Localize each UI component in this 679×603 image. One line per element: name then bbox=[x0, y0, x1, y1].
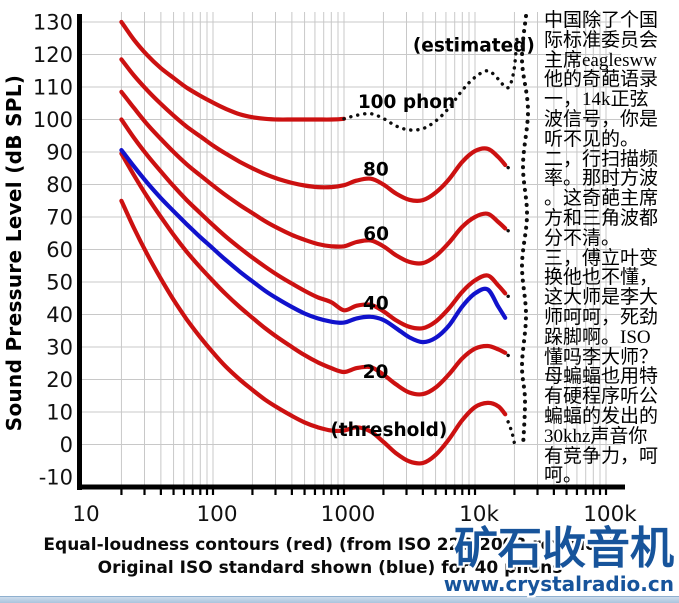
y-tick-label: 40 bbox=[46, 303, 73, 327]
curve-80-phon bbox=[119, 57, 508, 203]
x-axis-tick bbox=[565, 489, 568, 495]
bottom-window-edge bbox=[0, 596, 679, 603]
side-annotation-text: 中国除了个国 际标准委员会 主席eaglesww 他的奇葩语录 一，14k正弦 … bbox=[544, 10, 659, 487]
curve-threshold bbox=[119, 198, 508, 466]
x-axis-tick bbox=[461, 489, 464, 495]
y-tick-label: -10 bbox=[39, 466, 73, 490]
x-axis-tick bbox=[584, 489, 587, 495]
curve-60-phon-hf-dots bbox=[506, 229, 515, 234]
x-axis-tick bbox=[434, 489, 437, 495]
x-axis-tick bbox=[303, 489, 306, 495]
x-axis-tick bbox=[575, 489, 579, 495]
watermark-brand: 矿石收音机 bbox=[454, 523, 674, 574]
y-axis-line bbox=[77, 14, 82, 490]
curve-100-phon-estimated-dotted bbox=[342, 33, 519, 132]
x-axis-tick bbox=[322, 489, 325, 495]
x-axis-tick bbox=[467, 489, 471, 495]
x-tick-label: 1000 bbox=[321, 502, 376, 527]
x-tick-label: 10 bbox=[72, 502, 99, 527]
x-axis-tick bbox=[405, 489, 408, 495]
y-tick-label: 10 bbox=[46, 401, 73, 425]
y-tick-label: 20 bbox=[46, 368, 73, 392]
curve-80-phon-hf-dots bbox=[506, 165, 515, 172]
y-tick-label: 0 bbox=[60, 433, 73, 457]
x-axis-tick bbox=[172, 489, 175, 495]
x-tick-label: 10k bbox=[459, 502, 499, 527]
x-axis-tick bbox=[592, 489, 595, 495]
x-axis-tick bbox=[274, 489, 277, 495]
y-tick-label: 50 bbox=[46, 271, 73, 295]
curve-label: 20 bbox=[363, 362, 389, 383]
x-axis-line bbox=[77, 484, 625, 490]
y-tick-label: 30 bbox=[46, 336, 73, 360]
x-axis-tick bbox=[313, 489, 317, 495]
x-axis-tick bbox=[199, 489, 202, 495]
x-axis-tick bbox=[290, 489, 293, 495]
curve-label: (estimated) bbox=[413, 35, 535, 56]
y-tick-label: 60 bbox=[46, 238, 73, 262]
x-axis-tick bbox=[182, 489, 186, 495]
y-tick-label: 120 bbox=[33, 43, 73, 67]
chart-caption: Equal-loudness contours (red) (from ISO … bbox=[20, 534, 640, 579]
x-tick-label: 100 bbox=[196, 502, 237, 527]
curve-label: 80 bbox=[363, 159, 389, 180]
curve-label: 40 bbox=[363, 293, 389, 314]
curve-label: 60 bbox=[363, 224, 389, 245]
caption-line-2: Original ISO standard shown (blue) for 4… bbox=[97, 557, 563, 578]
x-axis-tick bbox=[513, 489, 516, 495]
x-axis-tick bbox=[159, 489, 162, 495]
x-axis-tick bbox=[191, 489, 194, 495]
curve-40-phon bbox=[119, 117, 508, 331]
x-axis-tick bbox=[473, 489, 477, 495]
y-tick-label: 90 bbox=[46, 141, 73, 165]
x-axis-tick bbox=[536, 489, 539, 495]
x-axis-tick bbox=[342, 489, 346, 495]
watermark: 矿石收音机 www.crystalradio.cn bbox=[443, 523, 674, 596]
curve-hf-limit-dotted bbox=[519, 14, 531, 449]
x-axis-tick bbox=[604, 489, 608, 495]
x-axis-tick bbox=[120, 489, 123, 495]
y-axis-title: Sound Pressure Level (dB SPL) bbox=[2, 74, 26, 432]
y-tick-label: 80 bbox=[46, 173, 73, 197]
x-axis-tick bbox=[382, 489, 385, 495]
y-tick-label: 70 bbox=[46, 206, 73, 230]
y-tick-label: 100 bbox=[33, 108, 73, 132]
curve-100-phon-solid bbox=[119, 19, 347, 122]
x-tick-label: 100k bbox=[583, 502, 637, 527]
x-axis-tick bbox=[444, 489, 448, 495]
y-tick-label: 130 bbox=[33, 11, 73, 35]
x-axis-tick bbox=[421, 489, 424, 495]
x-axis-tick bbox=[143, 489, 146, 495]
x-axis-tick bbox=[598, 489, 602, 495]
curve-40-phon-hf-dots bbox=[506, 294, 515, 300]
x-axis-tick bbox=[453, 489, 456, 495]
curve-60-phon bbox=[119, 89, 508, 266]
x-axis-tick bbox=[205, 489, 209, 495]
curve-threshold-estimated-dotted bbox=[506, 420, 517, 448]
x-axis-tick bbox=[251, 489, 254, 495]
equal-loudness-chart: 130 120 110 100 90 80 70 60 50 40 30 20 10 0 -10 10 100 1… bbox=[2, 10, 659, 528]
x-axis-tick bbox=[552, 489, 555, 495]
x-axis-tick bbox=[336, 489, 340, 495]
curve-20-phon-hf-dots bbox=[506, 353, 515, 360]
curve-label: (threshold) bbox=[330, 420, 447, 441]
x-axis-tick bbox=[211, 489, 215, 495]
curve-original-iso-40-phon-blue bbox=[119, 148, 508, 345]
y-tick-label: 110 bbox=[33, 76, 73, 100]
curve-label: 100 phon bbox=[358, 92, 455, 113]
watermark-url: www.crystalradio.cn bbox=[443, 572, 674, 596]
curve-20-phon bbox=[119, 151, 508, 397]
caption-line-1: Equal-loudness contours (red) (from ISO … bbox=[43, 535, 617, 555]
x-axis-tick bbox=[330, 489, 333, 495]
